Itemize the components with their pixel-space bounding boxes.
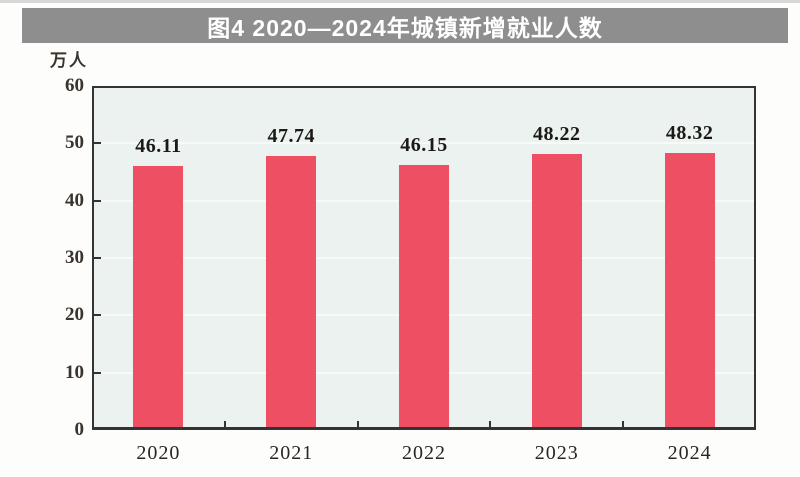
bar-value-label: 46.15: [400, 134, 448, 157]
y-axis-tick-label: 20: [65, 304, 84, 326]
bar-2020: [133, 165, 184, 427]
gridline: [94, 142, 754, 145]
x-axis-tick-label: 2020: [136, 442, 181, 464]
x-axis-tick-label: 2023: [534, 442, 579, 464]
x-axis-tick-label: 2022: [402, 442, 446, 464]
chart-title: 图4 2020—2024年城镇新增就业人数: [207, 14, 603, 41]
x-axis-tick: [223, 421, 226, 427]
y-axis-tick: [94, 371, 101, 374]
bar-value-label: 48.32: [665, 121, 714, 144]
top-divider-line: [0, 0, 800, 3]
y-axis-tick: [94, 142, 101, 145]
y-axis-tick-label: 30: [65, 247, 84, 268]
y-axis-tick: [94, 199, 101, 202]
y-axis-tick: [94, 257, 101, 259]
bar-2024: [664, 152, 715, 427]
bar-2021: [266, 156, 317, 427]
y-axis-tick-label: 60: [65, 75, 84, 96]
bar-value-label: 48.22: [533, 122, 581, 145]
x-axis-tick: [489, 421, 492, 427]
y-axis-unit-label: 万人: [50, 51, 88, 70]
x-axis-tick: [622, 421, 625, 427]
bar-2023: [531, 153, 582, 427]
chart-title-banner: 图4 2020—2024年城镇新增就业人数: [22, 8, 788, 43]
bar-value-label: 46.11: [135, 134, 182, 157]
x-axis-tick-label: 2024: [667, 442, 712, 464]
y-axis-tick: [94, 314, 101, 317]
y-axis-tick-label: 40: [65, 189, 84, 211]
x-axis-tick-label: 2021: [269, 442, 314, 464]
x-axis-tick: [356, 421, 359, 427]
bar-value-label: 47.74: [267, 125, 315, 148]
bar-2022: [399, 165, 449, 427]
y-axis-tick-label: 0: [74, 419, 85, 440]
y-axis-tick-label: 10: [65, 361, 84, 383]
y-axis-tick-label: 50: [65, 132, 84, 154]
